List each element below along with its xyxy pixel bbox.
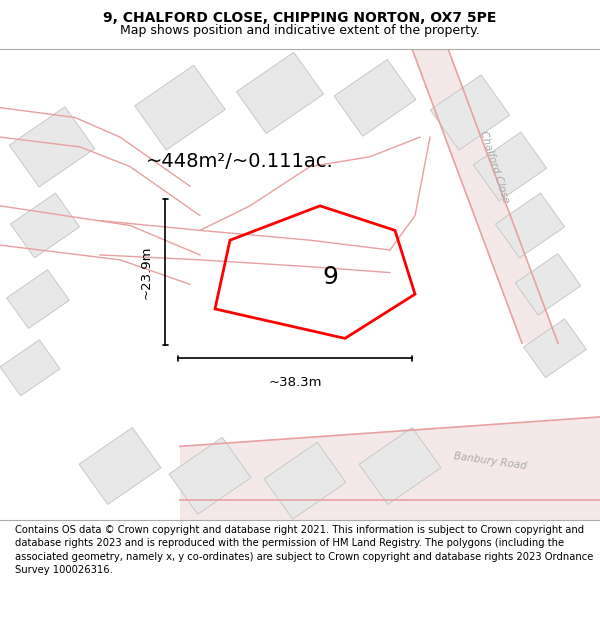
Polygon shape [180,417,600,520]
Polygon shape [10,193,80,258]
Text: 9: 9 [322,264,338,289]
Polygon shape [334,59,416,136]
Text: Banbury Road: Banbury Road [453,451,527,471]
Polygon shape [359,428,441,504]
Text: ~448m²/~0.111ac.: ~448m²/~0.111ac. [146,152,334,171]
Polygon shape [7,270,70,329]
Polygon shape [135,65,225,150]
Text: ~38.3m: ~38.3m [268,376,322,389]
Polygon shape [515,254,581,315]
Text: Chalford Close: Chalford Close [479,129,511,204]
Polygon shape [524,319,586,378]
Text: 9, CHALFORD CLOSE, CHIPPING NORTON, OX7 5PE: 9, CHALFORD CLOSE, CHIPPING NORTON, OX7 … [103,11,497,25]
Polygon shape [9,107,95,187]
Polygon shape [264,442,346,519]
Polygon shape [169,438,251,514]
Polygon shape [496,193,565,258]
Polygon shape [79,428,161,504]
Polygon shape [473,132,547,201]
Polygon shape [0,340,60,396]
Polygon shape [430,75,510,150]
Text: Contains OS data © Crown copyright and database right 2021. This information is : Contains OS data © Crown copyright and d… [15,525,593,575]
Polygon shape [236,52,323,134]
Text: Map shows position and indicative extent of the property.: Map shows position and indicative extent… [120,24,480,36]
Text: ~23.9m: ~23.9m [140,246,153,299]
Polygon shape [412,49,558,343]
